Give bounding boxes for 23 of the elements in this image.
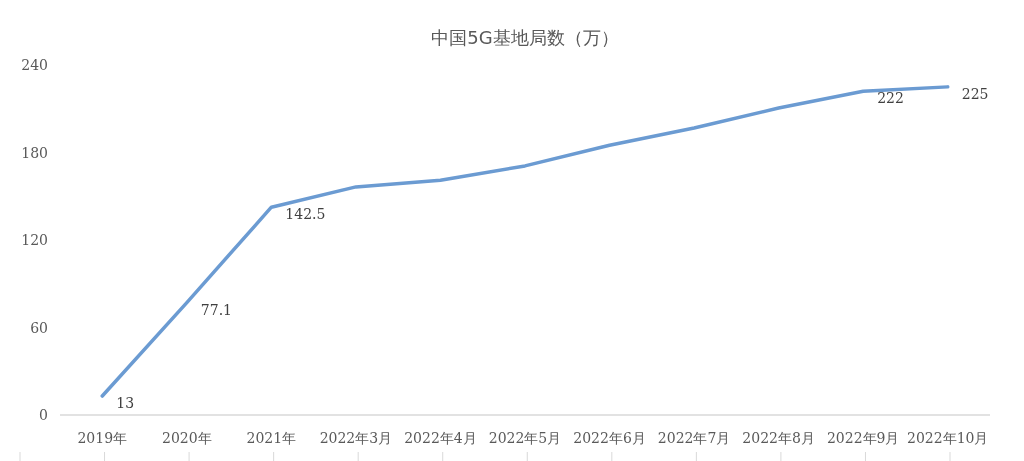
data-label: 222 <box>877 90 904 107</box>
x-tick-label: 2022年5月 <box>488 430 562 446</box>
x-tick-label: 2022年10月 <box>907 430 989 446</box>
y-tick-label: 0 <box>39 407 48 423</box>
x-tick-label: 2022年8月 <box>742 430 815 446</box>
data-label: 142.5 <box>285 206 326 223</box>
x-tick-label: 2021年 <box>246 430 297 446</box>
line-series <box>100 85 950 398</box>
x-tick-label: 2022年9月 <box>826 430 900 446</box>
chart-title: 中国5G基地局数（万） <box>431 27 619 48</box>
x-tick-label: 2020年 <box>162 430 212 446</box>
data-label: 225 <box>961 85 989 102</box>
x-tick-label: 2022年6月 <box>573 430 646 446</box>
x-tick-label: 2019年 <box>77 430 128 446</box>
y-tick-label: 180 <box>21 144 48 161</box>
y-tick-label: 240 <box>21 57 48 73</box>
data-label: 77.1 <box>200 301 232 318</box>
data-label: 13 <box>116 395 135 412</box>
x-tick-label: 2022年4月 <box>404 430 477 446</box>
y-tick-label: 60 <box>30 319 48 336</box>
x-tick-label: 2022年3月 <box>319 430 393 446</box>
x-tick-label: 2022年7月 <box>657 430 731 446</box>
y-tick-label: 120 <box>21 232 48 248</box>
